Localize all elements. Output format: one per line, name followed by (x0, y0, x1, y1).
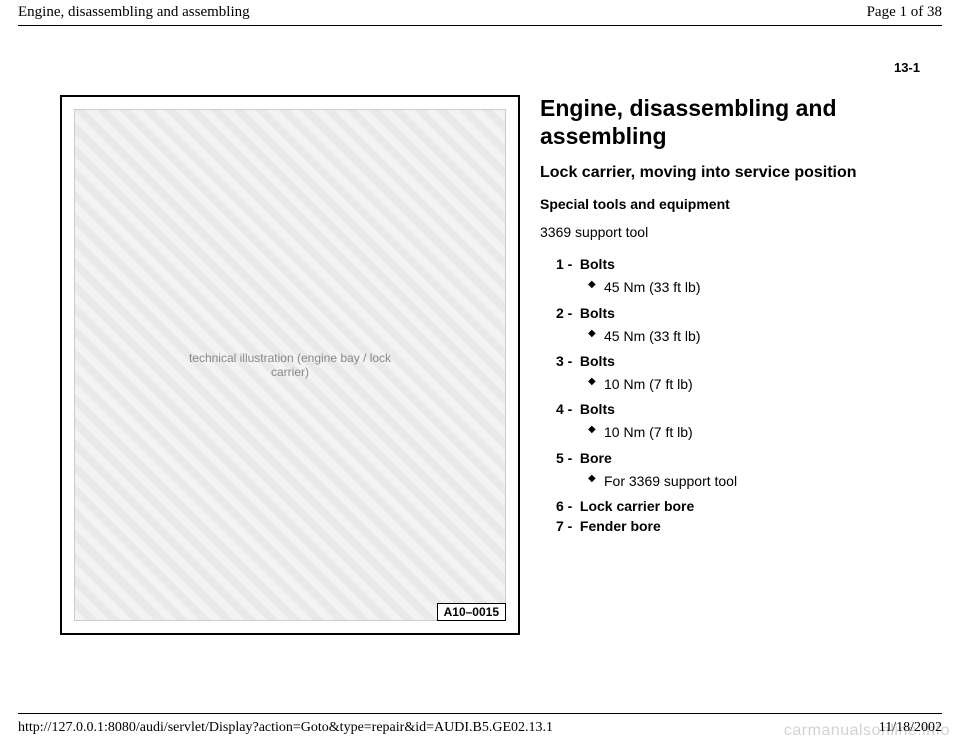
figure-code: A10–0015 (437, 603, 506, 621)
list-item-subs: 10 Nm (7 ft lb) (588, 373, 920, 395)
list-item: 1 - Bolts (556, 256, 920, 272)
content-area: technical illustration (engine bay / loc… (60, 95, 920, 652)
list-item-sub: 45 Nm (33 ft lb) (588, 325, 920, 347)
footer-url: http://127.0.0.1:8080/audi/servlet/Displ… (18, 720, 553, 736)
list-item-sub: 10 Nm (7 ft lb) (588, 373, 920, 395)
list-item-sub: For 3369 support tool (588, 470, 920, 492)
list-item: 4 - Bolts (556, 401, 920, 417)
figure-frame: technical illustration (engine bay / loc… (60, 95, 520, 635)
subsection: Special tools and equipment (540, 196, 920, 212)
parts-list: 1 - Bolts 45 Nm (33 ft lb) 2 - Bolts 45 Nm … (540, 256, 920, 534)
header-rule (18, 25, 942, 26)
text-column: Engine, disassembling and assembling Loc… (540, 95, 920, 652)
list-item-subs: For 3369 support tool (588, 470, 920, 492)
list-item-sub: 45 Nm (33 ft lb) (588, 276, 920, 298)
footer-rule (18, 713, 942, 714)
list-item: 5 - Bore (556, 450, 920, 466)
header-page-count: Page 1 of 38 (867, 4, 942, 21)
watermark: carmanualsonline.info (784, 722, 950, 740)
list-item-sub: 10 Nm (7 ft lb) (588, 421, 920, 443)
header-title: Engine, disassembling and assembling (18, 4, 250, 21)
list-item: 3 - Bolts (556, 353, 920, 369)
intro-text: 3369 support tool (540, 224, 920, 240)
page: Engine, disassembling and assembling Pag… (0, 0, 960, 742)
section-title: Lock carrier, moving into service positi… (540, 164, 920, 182)
page-title: Engine, disassembling and assembling (540, 95, 920, 150)
list-item: 2 - Bolts (556, 305, 920, 321)
list-item-subs: 45 Nm (33 ft lb) (588, 325, 920, 347)
list-item: 7 - Fender bore (556, 518, 920, 534)
page-code: 13-1 (894, 60, 920, 75)
list-item-subs: 10 Nm (7 ft lb) (588, 421, 920, 443)
figure-placeholder-label: technical illustration (engine bay / loc… (183, 351, 398, 379)
figure-placeholder: technical illustration (engine bay / loc… (74, 109, 506, 621)
list-item: 6 - Lock carrier bore (556, 498, 920, 514)
list-item-subs: 45 Nm (33 ft lb) (588, 276, 920, 298)
